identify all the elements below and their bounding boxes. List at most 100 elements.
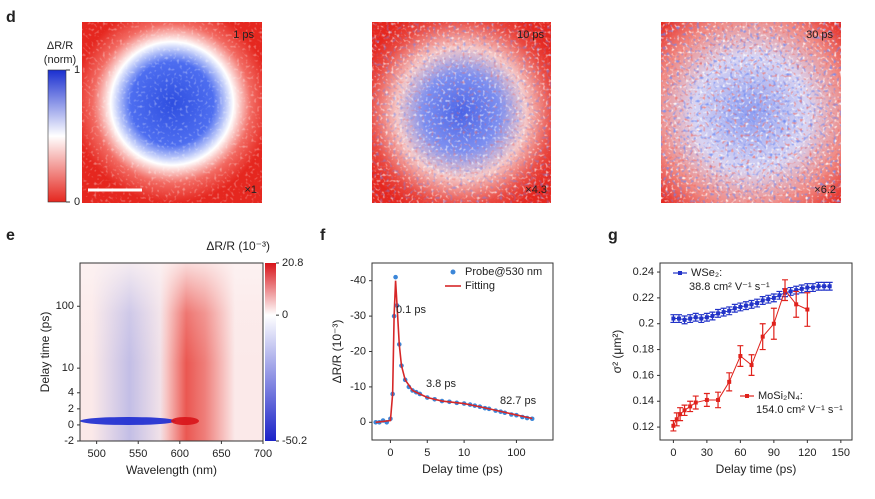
colorbar-unit: (norm) xyxy=(44,54,76,66)
data-point xyxy=(816,284,821,289)
data-point xyxy=(799,286,804,291)
y-tick-label: 10 xyxy=(62,362,74,374)
colorbar-tick-label: 20.8 xyxy=(282,257,303,269)
y-tick-label: -20 xyxy=(350,345,366,357)
data-point xyxy=(794,288,799,293)
time-label: 10 ps xyxy=(517,29,544,41)
data-point xyxy=(678,412,683,417)
x-tick-label: 120 xyxy=(798,447,816,459)
x-tick-label: 150 xyxy=(832,447,850,459)
panel-label: d xyxy=(6,9,16,26)
y-tick-label: -2 xyxy=(64,435,74,447)
y-tick-label: -40 xyxy=(350,275,366,287)
data-point xyxy=(805,285,810,290)
x-tick-label: 0 xyxy=(670,447,676,459)
x-tick-label: 550 xyxy=(129,448,147,460)
colorbar xyxy=(265,263,276,441)
mobility-label: 38.8 cm² V⁻¹ s⁻¹ xyxy=(689,281,770,293)
data-point xyxy=(721,310,726,315)
plot-frame xyxy=(371,262,554,441)
data-point xyxy=(710,313,715,318)
plot-frame xyxy=(371,262,554,441)
colorbar-tick-label: -50.2 xyxy=(282,435,307,447)
x-tick-label: 600 xyxy=(171,448,189,460)
plot-frame xyxy=(79,262,264,442)
data-point xyxy=(688,316,693,321)
legend-label: Probe@530 nm xyxy=(465,266,542,278)
data-point xyxy=(393,274,398,280)
data-point xyxy=(693,400,698,405)
data-point xyxy=(732,306,737,311)
mobility-label: 154.0 cm² V⁻¹ s⁻¹ xyxy=(756,404,843,416)
y-tick-label: 4 xyxy=(68,387,74,399)
data-point xyxy=(794,302,799,307)
x-tick-label: 0 xyxy=(387,447,393,459)
x-axis-label: Delay time (ps) xyxy=(422,462,503,476)
data-point xyxy=(738,304,743,309)
panel-label: e xyxy=(6,227,15,244)
colorbar-tick-label: 1 xyxy=(74,64,80,76)
data-point xyxy=(743,303,748,308)
y-tick-label: 0.16 xyxy=(633,369,654,381)
data-point xyxy=(749,363,754,368)
y-tick-label: 100 xyxy=(56,300,74,312)
data-point xyxy=(760,334,765,339)
y-tick-label: 0.22 xyxy=(633,292,654,304)
legend-label: Fitting xyxy=(465,280,495,292)
y-tick-label: -30 xyxy=(350,310,366,322)
x-tick-label: 500 xyxy=(87,448,105,460)
series-line xyxy=(672,289,808,427)
scale-label: ×1 xyxy=(244,184,257,196)
data-point xyxy=(760,298,765,303)
data-point xyxy=(777,293,782,298)
image xyxy=(82,22,262,203)
data-point xyxy=(766,297,771,302)
data-point xyxy=(699,316,704,321)
x-tick-label: 700 xyxy=(254,448,272,460)
x-tick-label: 30 xyxy=(701,447,713,459)
x-axis-label: Delay time (ps) xyxy=(716,462,797,476)
y-tick-label: 0.14 xyxy=(633,395,654,407)
data-point xyxy=(674,417,679,422)
data-point xyxy=(827,284,832,289)
data-point xyxy=(671,423,676,428)
x-tick-label: 60 xyxy=(734,447,746,459)
panel-label: g xyxy=(608,227,618,244)
colorbar-tick-label: 0 xyxy=(74,196,80,208)
data-point xyxy=(738,354,743,359)
data-point xyxy=(704,397,709,402)
data-point xyxy=(749,302,754,307)
y-tick-label: 0 xyxy=(360,416,366,428)
plot-frame xyxy=(659,262,853,441)
scale-label: ×6.2 xyxy=(814,184,836,196)
data-point xyxy=(676,316,681,321)
y-tick-label: 0.18 xyxy=(633,343,654,355)
y-tick-label: 0.2 xyxy=(639,318,654,330)
data-point xyxy=(704,315,709,320)
data-point xyxy=(771,295,776,300)
scale-label: ×4.3 xyxy=(525,184,547,196)
data-point xyxy=(805,307,810,312)
image xyxy=(661,22,841,203)
heatmap xyxy=(80,263,263,441)
data-point xyxy=(693,315,698,320)
data-point xyxy=(788,289,793,294)
legend-label: WSe₂: xyxy=(691,267,722,279)
y-axis-label: Delay time (ps) xyxy=(38,312,52,393)
data-point xyxy=(682,317,687,322)
x-tick-label: 5 xyxy=(424,447,430,459)
y-tick-label: -10 xyxy=(350,381,366,393)
x-tick-label: 90 xyxy=(768,447,780,459)
x-tick-label: 10 xyxy=(458,447,470,459)
y-axis-label: ΔR/R (10⁻³) xyxy=(330,320,344,384)
x-tick-label: 650 xyxy=(212,448,230,460)
time-label: 1 ps xyxy=(233,29,254,41)
image xyxy=(372,22,551,203)
data-point xyxy=(755,301,760,306)
legend-label: MoSi₂N₄: xyxy=(758,390,803,402)
y-axis-label: σ² (μm²) xyxy=(610,330,624,374)
data-point xyxy=(716,397,721,402)
colorbar-label: ΔR/R (10⁻³) xyxy=(206,239,270,253)
y-tick-label: 0 xyxy=(68,419,74,431)
